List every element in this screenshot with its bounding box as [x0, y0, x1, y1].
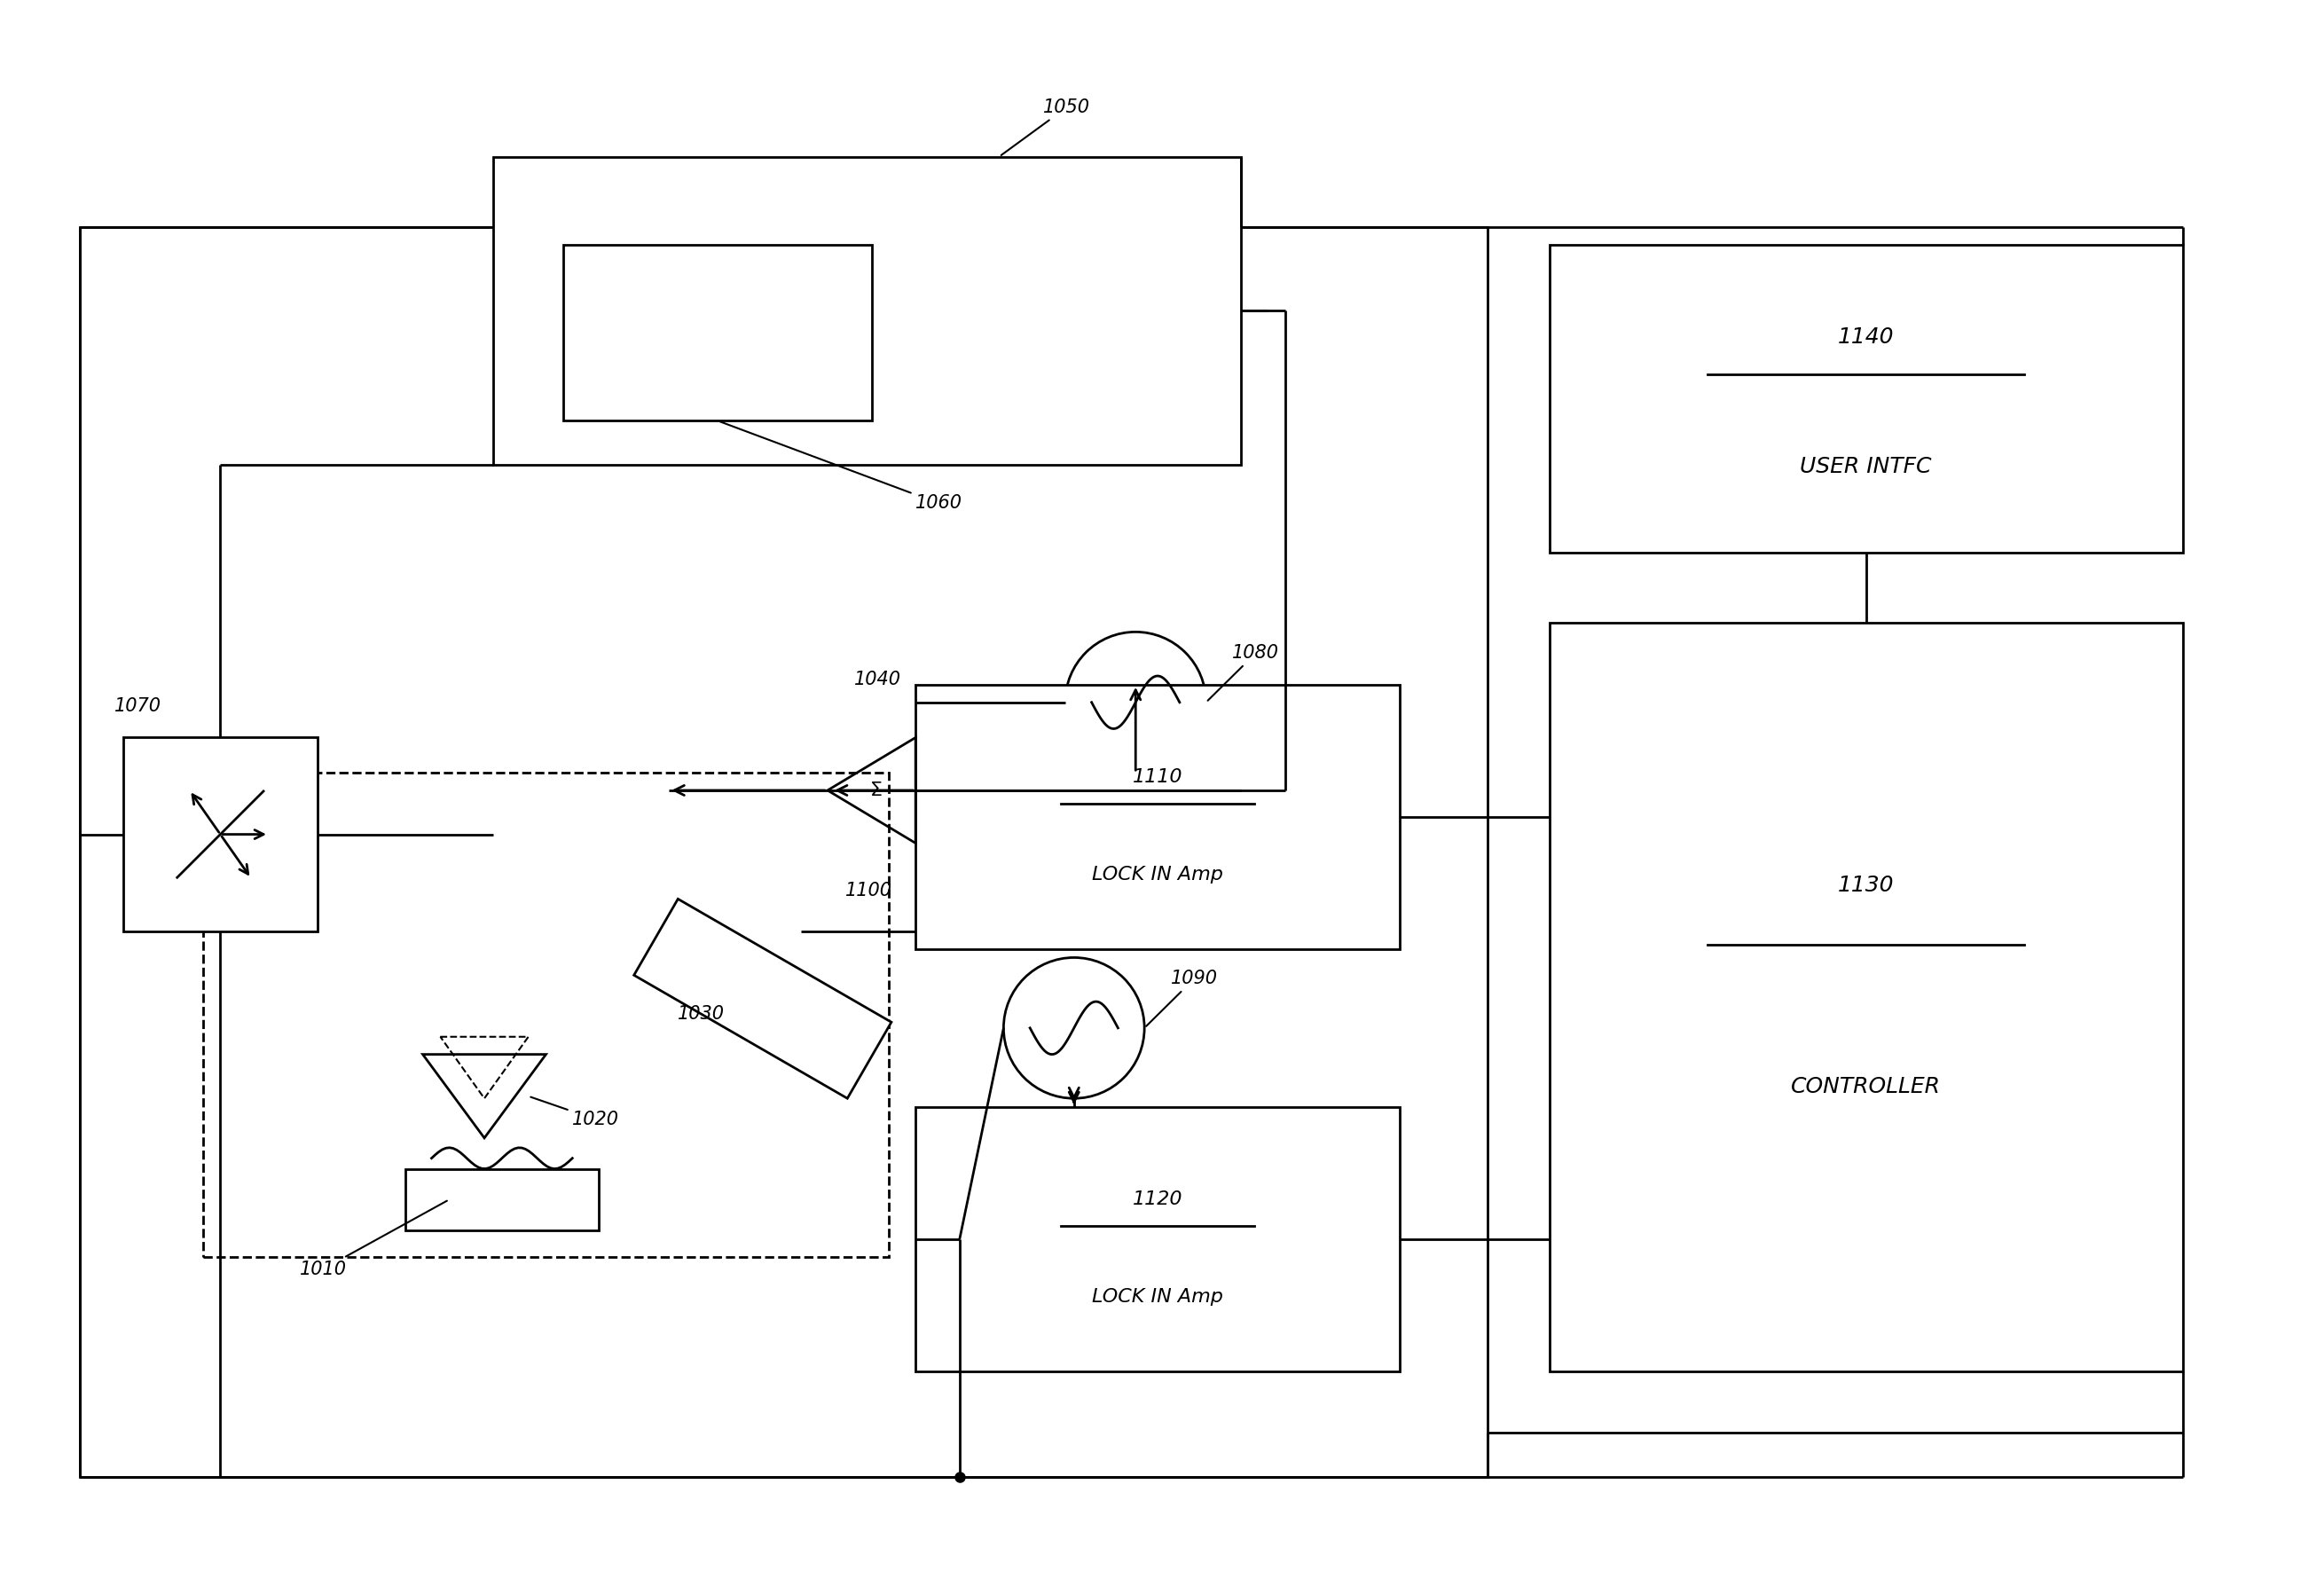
Text: 1110: 1110: [1132, 768, 1183, 786]
FancyBboxPatch shape: [916, 1108, 1399, 1371]
Text: 1140: 1140: [1838, 327, 1894, 347]
Text: USER INTFC: USER INTFC: [1801, 456, 1931, 478]
Text: CONTROLLER: CONTROLLER: [1792, 1076, 1941, 1098]
Text: 1060: 1060: [720, 421, 962, 512]
Text: LOCK IN Amp: LOCK IN Amp: [1092, 1288, 1222, 1306]
FancyBboxPatch shape: [916, 685, 1399, 949]
FancyBboxPatch shape: [404, 1169, 600, 1230]
FancyBboxPatch shape: [202, 773, 890, 1257]
Bar: [634, 899, 892, 1098]
Text: 1090: 1090: [1146, 969, 1218, 1026]
Text: 1130: 1130: [1838, 875, 1894, 895]
Text: 1100: 1100: [846, 881, 892, 900]
FancyBboxPatch shape: [1550, 245, 2182, 553]
FancyBboxPatch shape: [1550, 624, 2182, 1371]
FancyBboxPatch shape: [79, 228, 1487, 1477]
Text: 1010: 1010: [300, 1200, 446, 1277]
Text: 1050: 1050: [1002, 99, 1090, 156]
FancyBboxPatch shape: [123, 737, 316, 932]
Text: 1080: 1080: [1208, 644, 1281, 701]
Text: 1040: 1040: [853, 671, 902, 688]
Text: 1070: 1070: [114, 698, 163, 715]
Text: 1120: 1120: [1132, 1191, 1183, 1208]
Text: 1030: 1030: [679, 1005, 725, 1023]
FancyBboxPatch shape: [493, 157, 1241, 465]
Text: LOCK IN Amp: LOCK IN Amp: [1092, 866, 1222, 884]
FancyBboxPatch shape: [562, 245, 872, 421]
Text: 1020: 1020: [530, 1097, 621, 1128]
Text: $\Sigma$: $\Sigma$: [869, 781, 883, 800]
